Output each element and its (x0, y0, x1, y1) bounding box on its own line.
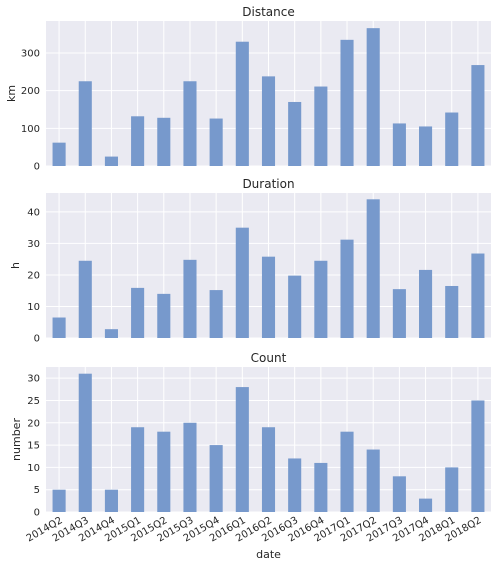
y-tick-label: 10 (27, 463, 40, 474)
y-tick-label: 30 (27, 239, 40, 250)
bar-2018Q2 (471, 253, 485, 338)
y-tick-label: 10 (27, 302, 40, 313)
y-tick-label: 0 (34, 162, 40, 173)
bar-2014Q4 (104, 329, 118, 338)
bar-2015Q3 (183, 81, 197, 166)
y-axis-label-duration: h (9, 262, 22, 269)
bar-2017Q2 (366, 199, 380, 338)
bar-2017Q1 (340, 239, 354, 338)
bar-2018Q1 (445, 112, 459, 166)
bar-2014Q2 (52, 489, 66, 512)
bar-2014Q2 (52, 317, 66, 338)
bar-2017Q2 (366, 449, 380, 512)
bar-2018Q2 (471, 65, 485, 166)
chart-title-count: Count (251, 351, 287, 365)
bar-2017Q4 (419, 498, 433, 512)
bar-2016Q4 (314, 462, 328, 512)
bar-2016Q2 (261, 427, 276, 512)
bars-duration (52, 199, 485, 338)
chart-title-distance: Distance (242, 5, 294, 19)
bar-2014Q3 (78, 81, 92, 166)
bar-2017Q3 (392, 289, 406, 338)
bar-2017Q3 (392, 123, 406, 166)
bar-2015Q2 (157, 117, 171, 166)
bar-2014Q3 (78, 260, 92, 338)
bar-2016Q1 (235, 387, 249, 512)
bar-2015Q1 (131, 427, 145, 512)
bar-2016Q1 (235, 227, 249, 338)
bar-2015Q2 (157, 293, 171, 338)
y-tick-label: 25 (27, 396, 40, 407)
y-tick-label: 200 (21, 86, 40, 97)
bar-2017Q2 (366, 28, 380, 167)
x-ticks-count: 2014Q22014Q32014Q42015Q12015Q22015Q32015… (25, 515, 484, 544)
bar-2014Q3 (78, 373, 92, 512)
y-tick-label: 0 (34, 508, 40, 519)
y-tick-label: 300 (21, 49, 40, 60)
y-tick-label: 30 (27, 374, 40, 385)
bar-2016Q2 (261, 76, 276, 166)
y-tick-label: 40 (27, 207, 40, 218)
panel-count: 0 5 10 15 20 25 30 2014Q22014Q32014Q42015Q1201… (10, 351, 491, 561)
y-axis-label-distance: km (5, 85, 18, 102)
bar-2016Q3 (288, 458, 302, 512)
bar-2014Q4 (104, 156, 118, 166)
bar-2014Q4 (104, 489, 118, 512)
bar-2016Q4 (314, 86, 328, 166)
bar-2015Q4 (209, 445, 223, 512)
panel-distance: 0 100 200 300 Distance km (5, 5, 491, 173)
bar-2016Q1 (235, 41, 249, 166)
x-axis-label: date (256, 548, 281, 561)
bar-2014Q2 (52, 142, 66, 166)
bar-2016Q3 (288, 101, 302, 166)
y-tick-label: 20 (27, 418, 40, 429)
bar-2017Q4 (419, 126, 433, 166)
bar-2017Q1 (340, 431, 354, 512)
panel-duration: 0 10 20 30 40 Duration h (9, 177, 491, 345)
y-ticks-count: 0 5 10 15 20 25 30 (27, 374, 40, 519)
bar-2018Q2 (471, 400, 485, 512)
y-tick-label: 100 (21, 124, 40, 135)
y-axis-label-count: number (10, 418, 23, 461)
bar-2015Q3 (183, 259, 197, 338)
bar-2016Q4 (314, 260, 328, 338)
bar-2016Q3 (288, 275, 302, 338)
y-ticks-duration: 0 10 20 30 40 (27, 207, 40, 344)
bar-2015Q1 (131, 287, 145, 338)
y-tick-label: 20 (27, 270, 40, 281)
y-tick-label: 5 (34, 485, 40, 496)
bar-2017Q4 (419, 269, 433, 338)
bars-distance (52, 28, 485, 167)
chart-title-duration: Duration (242, 177, 294, 191)
bar-2015Q4 (209, 118, 223, 166)
bar-2016Q2 (261, 256, 276, 338)
y-ticks-distance: 0 100 200 300 (21, 49, 40, 173)
bar-2018Q1 (445, 467, 459, 512)
bars-count (52, 373, 485, 512)
bar-2015Q2 (157, 431, 171, 512)
y-tick-label: 0 (34, 334, 40, 345)
bar-2018Q1 (445, 285, 459, 338)
bar-2017Q1 (340, 39, 354, 166)
y-tick-label: 15 (27, 441, 40, 452)
bar-2015Q3 (183, 422, 197, 512)
bar-2015Q1 (131, 116, 145, 166)
bar-2017Q3 (392, 476, 406, 512)
bar-2015Q4 (209, 290, 223, 338)
